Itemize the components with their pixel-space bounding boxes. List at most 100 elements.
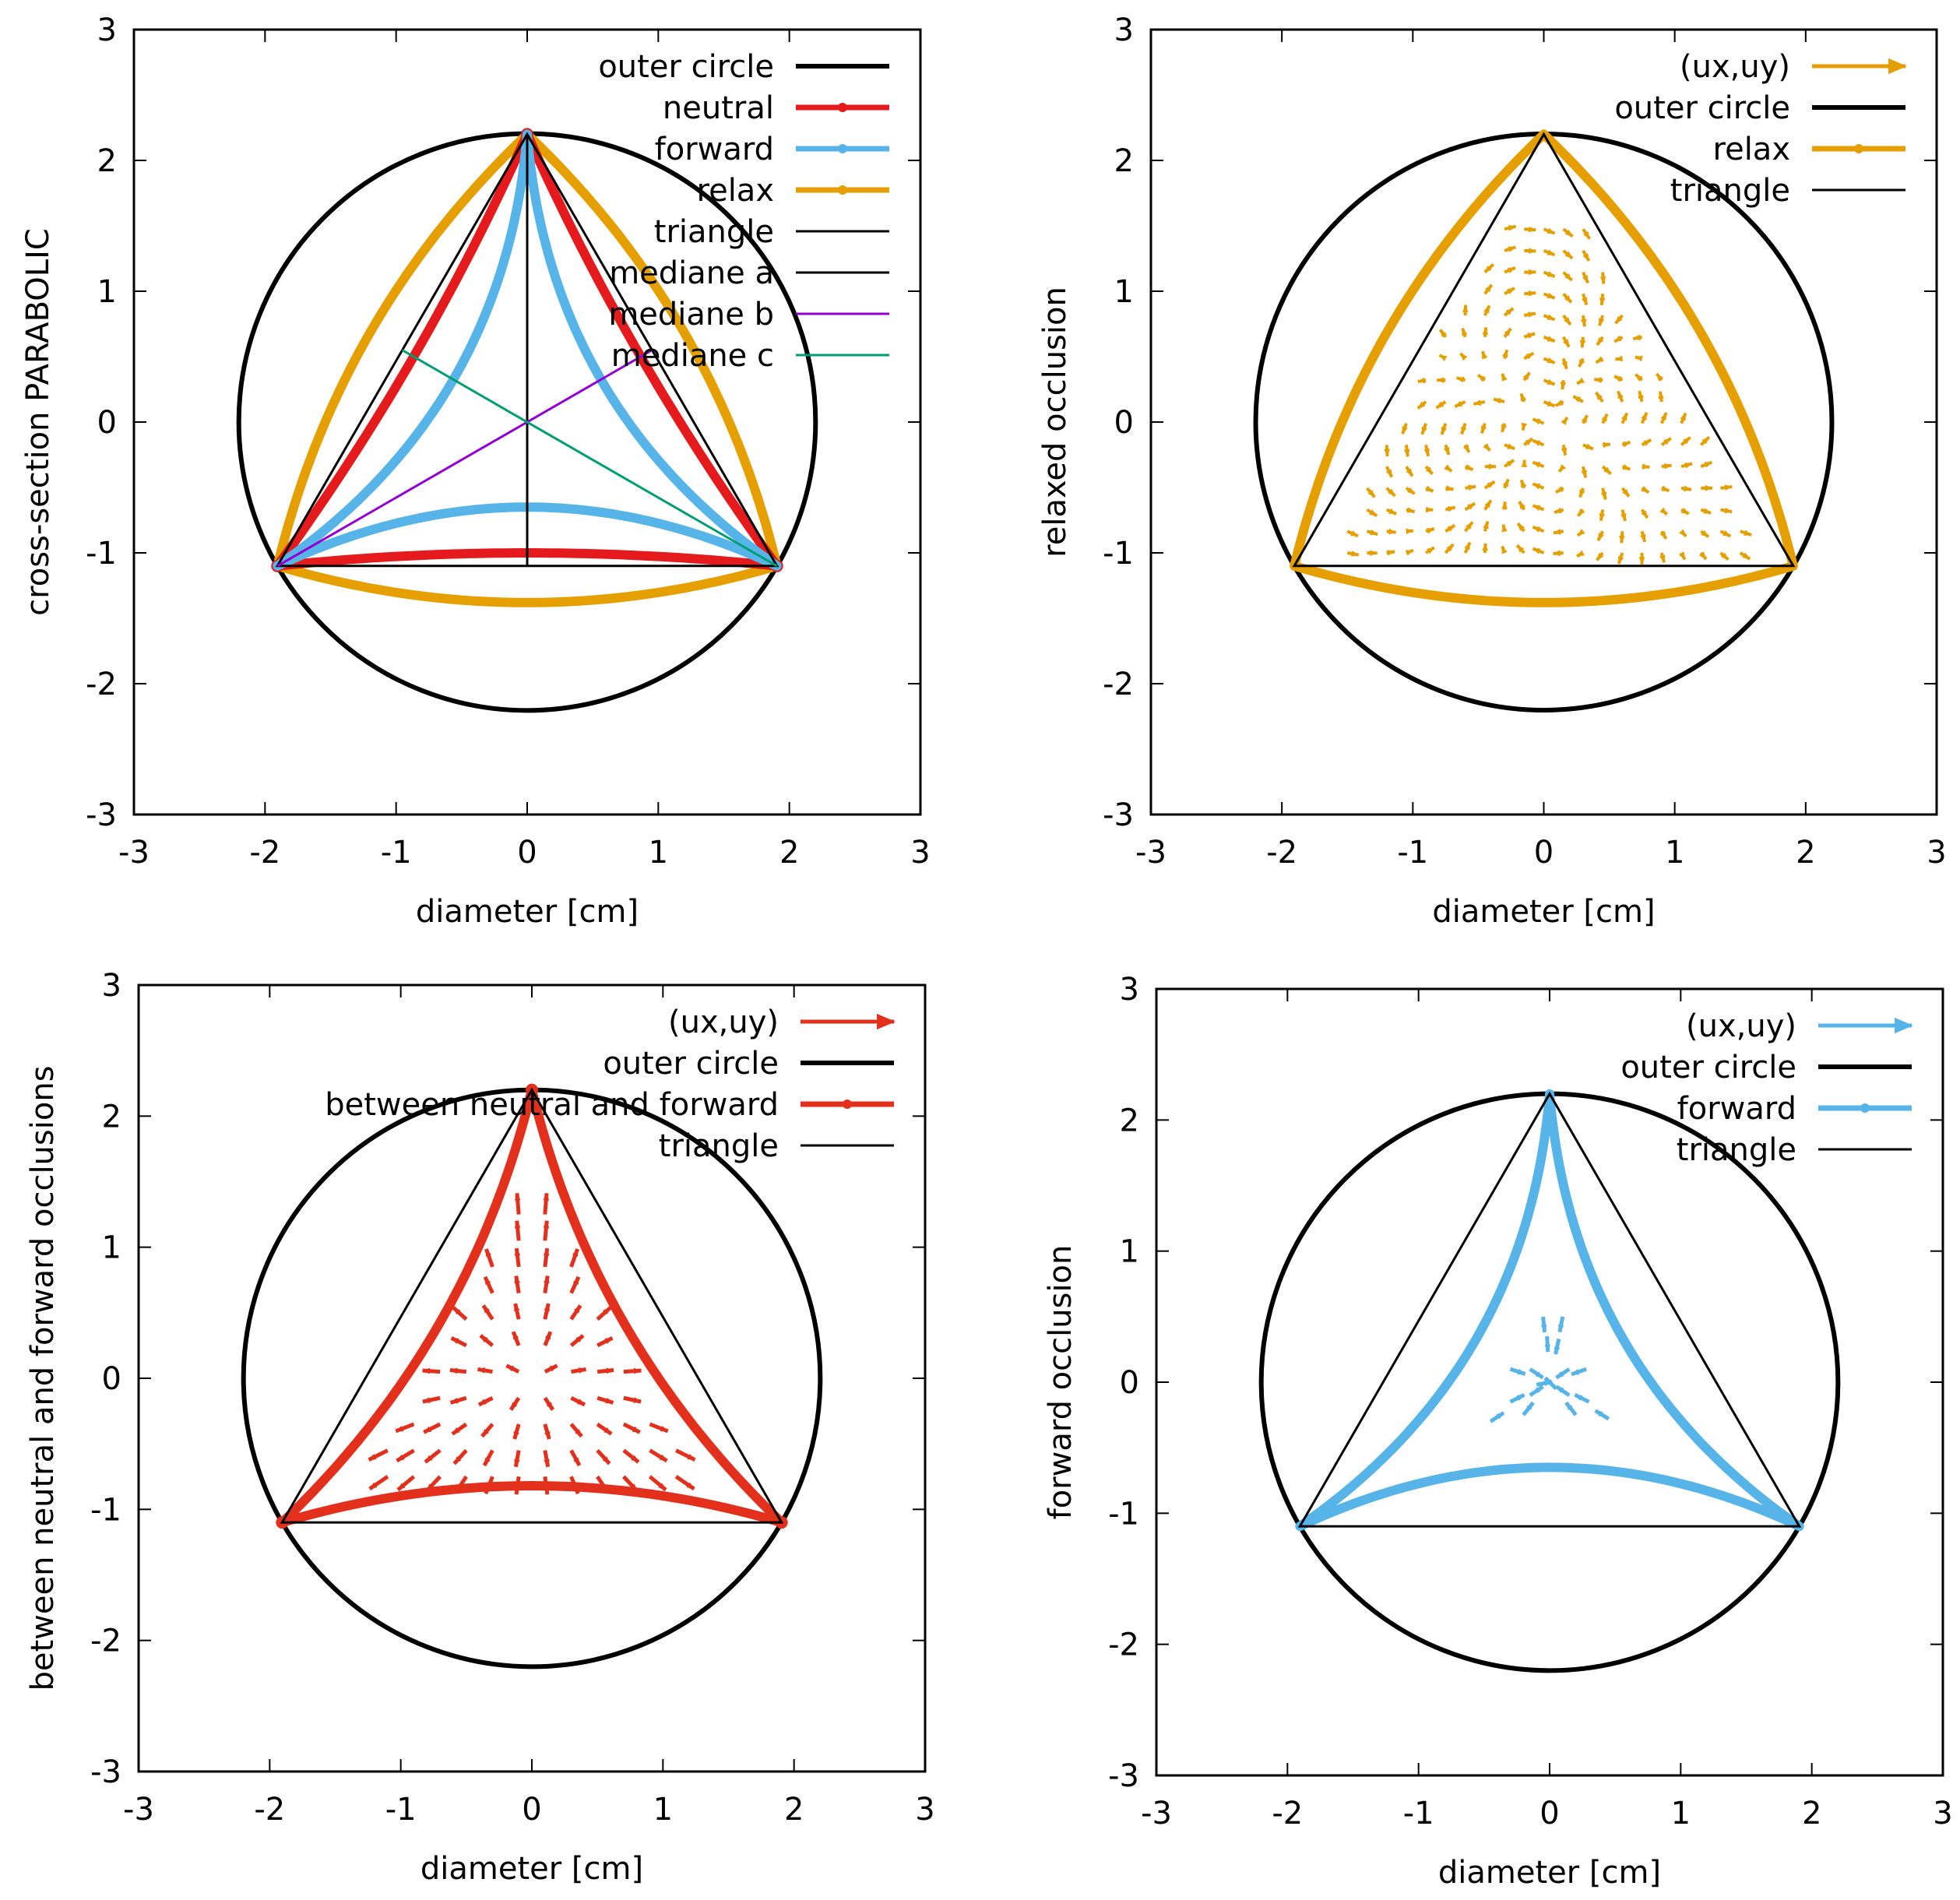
x-axis-title: diameter [cm] [1438,1855,1661,1891]
vector-head [1557,1324,1564,1332]
y-axis-title: between neutral and forward occlusions [25,1065,61,1691]
legend-label: outer circle [1614,90,1790,126]
x-axis-title: diameter [cm] [416,894,639,930]
legend-entry-between-neutral-and-forward: between neutral and forward [325,1087,894,1123]
vector-arrow [596,1395,614,1405]
vector-arrow [1632,334,1643,341]
vector-arrow [1599,294,1606,306]
vector-arrow [1365,487,1376,498]
vector-arrow [1385,508,1397,515]
vector-arrow [1504,287,1515,296]
vector-arrow [1461,327,1468,338]
vector-arrow [1680,462,1693,469]
legend-label: (ux,uy) [668,1005,779,1040]
legend-entry-mediane-c: mediane c [611,338,889,374]
vector-head [606,1367,614,1374]
panel-cross-section: -3 -2 -1 0 1 2 3 3 2 1 0 -1 -2 -3 diameter [cm] cross-s… [20,12,931,930]
vector-head [1585,443,1593,449]
vector-head [1417,401,1426,409]
vector-arrow [1437,377,1446,384]
vector-arrow [1385,487,1396,498]
vector-head [1547,271,1555,277]
vector-head [1529,248,1536,254]
vector-arrow [1543,1376,1558,1391]
vector-head [1638,557,1645,565]
vector-arrow [1544,1335,1551,1353]
vector-arrow [1562,227,1574,238]
legend-entry-mediane-b: mediane b [608,297,889,332]
vector-head [1556,1386,1564,1394]
vector-arrow [396,1475,416,1492]
vector-head [1483,443,1490,451]
vector-head [1507,267,1515,273]
x-tick-label: 3 [910,835,930,871]
vector-head [605,1397,614,1404]
vector-head [575,1429,582,1437]
vector-head [514,1193,521,1201]
vector-arrow [1641,438,1652,447]
vector-arrow [1564,1401,1578,1416]
x-tick-label: 2 [784,1792,804,1828]
vector-head [1441,426,1448,435]
vector-arrow [1501,501,1508,510]
vector-arrow [1571,1367,1587,1377]
legend-label: mediane b [608,297,774,332]
vector-head [1505,308,1514,315]
vector-arrow [396,1448,415,1463]
vector-head [573,1305,581,1314]
triangle-outline [1297,1091,1802,1528]
vector-head [1599,318,1605,326]
legend-entry-ux-uy: (ux,uy) [1686,1008,1913,1044]
vector-head [1444,464,1452,472]
vector-arrow [1523,311,1536,318]
vector-arrow [1522,371,1531,382]
vector-head [396,1454,405,1461]
vector-head [454,1456,462,1464]
vector-arrow [1543,335,1556,343]
vector-head [1547,314,1555,320]
vector-head [1461,426,1467,435]
vector-head [1577,550,1585,557]
vector-arrow [1501,349,1509,360]
vector-arrow [543,1450,551,1468]
vector-arrow [649,1448,668,1463]
y-tick-label: -2 [86,667,117,702]
vector-arrow [1524,248,1536,254]
legend-label: triangle [1677,1132,1796,1168]
vector-arrow [543,1220,550,1241]
vector-arrow [571,1367,586,1374]
vector-arrow [1720,484,1733,491]
vector-arrow [1594,377,1603,383]
vector-head [1406,528,1413,535]
vector-head [1528,226,1536,233]
y-tick-label: 1 [1120,1234,1139,1270]
vector-head [1501,546,1508,554]
vector-arrow [1504,245,1517,252]
plot-area [1258,1089,1841,1673]
vector-head [544,1431,551,1440]
vector-head [1547,227,1555,234]
vector-head [1635,374,1643,382]
x-tick-label: 1 [1671,1796,1691,1831]
x-tick-label: -1 [1397,835,1428,871]
vector-head [1507,287,1515,294]
vector-arrow [1554,1338,1561,1355]
y-tick-label: 3 [1114,12,1134,48]
vector-head [1517,1368,1525,1375]
vector-arrow [1456,376,1466,383]
vector-arrow [477,1396,494,1407]
vector-arrow [596,1367,614,1374]
vector-head [572,1276,579,1285]
vector-arrow [1621,440,1631,448]
vector-head [543,1275,550,1284]
vector-arrow [1574,1393,1590,1404]
vector-arrow [1543,314,1556,322]
vector-arrow [1579,336,1586,348]
vector-head [1520,480,1527,488]
vector-arrow [623,1395,642,1404]
vector-head [1724,507,1733,514]
vector-arrow [1578,487,1585,498]
vector-head [1350,530,1359,537]
mediane-b-line [276,349,653,568]
vector-head [1481,351,1488,360]
